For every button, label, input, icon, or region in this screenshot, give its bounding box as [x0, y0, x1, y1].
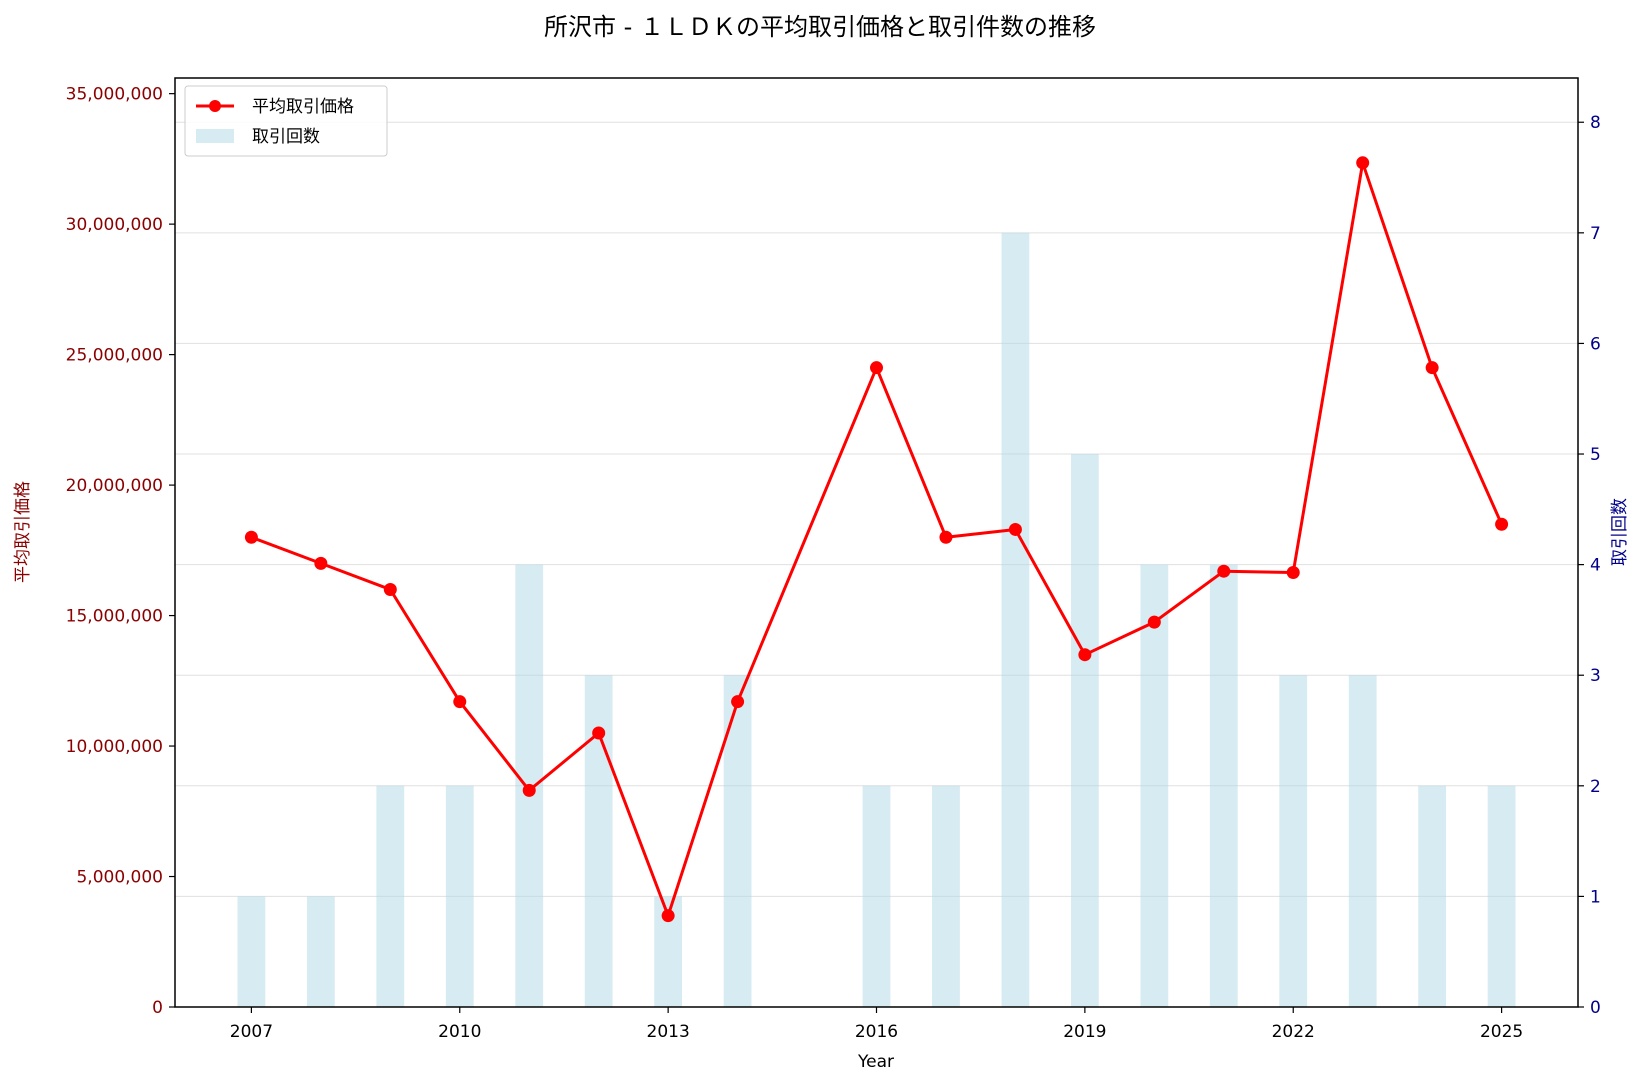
x-tick-label: 2016	[855, 1022, 898, 1042]
price-point-2023	[1356, 156, 1370, 170]
bar-count-2023	[1348, 675, 1377, 1007]
left-tick-label: 0	[152, 998, 163, 1018]
legend-entry-line: 平均取引価格	[252, 97, 354, 117]
left-tick-label: 10,000,000	[66, 737, 163, 757]
bar-count-2007	[237, 896, 266, 1007]
bar-count-2009	[376, 785, 405, 1007]
left-axis: 0 5,000,000 10,000,000 15,000,000 20,000,000…	[66, 85, 175, 1018]
price-point-2013	[661, 909, 675, 923]
right-tick-label: 4	[1590, 556, 1601, 576]
x-tick-label: 2010	[438, 1022, 481, 1042]
bar-count-2022	[1279, 675, 1308, 1007]
price-point-2021	[1217, 564, 1231, 578]
bar-layer	[237, 232, 1516, 1008]
left-tick-label: 25,000,000	[66, 346, 163, 366]
price-point-2022	[1286, 566, 1300, 580]
left-tick-label: 35,000,000	[66, 85, 163, 105]
price-point-2011	[522, 783, 536, 797]
right-tick-label: 0	[1590, 998, 1601, 1018]
right-tick-label: 6	[1590, 334, 1601, 354]
bar-count-2017	[932, 785, 960, 1007]
x-tick-label: 2025	[1480, 1022, 1523, 1042]
bar-count-2012	[584, 675, 613, 1007]
right-tick-label: 8	[1590, 113, 1601, 133]
right-tick-label: 7	[1590, 224, 1601, 244]
bar-count-2016	[862, 785, 891, 1007]
price-point-2020	[1147, 615, 1161, 629]
x-tick-label: 2007	[230, 1022, 273, 1042]
bar-count-2008	[306, 896, 335, 1007]
left-tick-label: 20,000,000	[66, 476, 163, 496]
legend-box	[184, 85, 388, 157]
bar-count-2014	[723, 675, 752, 1007]
line-layer	[244, 156, 1509, 923]
bar-count-2024	[1418, 785, 1447, 1007]
price-point-2024	[1425, 361, 1439, 375]
x-axis-label: Year	[857, 1052, 894, 1072]
left-tick-label: 15,000,000	[66, 607, 163, 627]
bar-count-2019	[1070, 454, 1099, 1007]
bar-count-2021	[1209, 564, 1238, 1007]
x-tick-label: 2019	[1063, 1022, 1106, 1042]
price-point-2008	[314, 556, 328, 570]
price-line	[250, 161, 1503, 918]
x-axis: 2007 2010 2013 2016 2019 2022 2025	[230, 1007, 1523, 1042]
price-point-2014	[731, 695, 745, 709]
left-tick-label: 5,000,000	[76, 868, 163, 888]
price-point-2007	[244, 530, 258, 544]
right-axis-label: 取引回数	[1610, 498, 1630, 566]
legend-line-marker	[209, 100, 221, 112]
left-axis-label: 平均取引価格	[13, 481, 33, 583]
right-tick-label: 1	[1590, 887, 1601, 907]
price-point-2019	[1078, 648, 1092, 662]
price-point-2018	[1008, 522, 1022, 536]
chart-title: 所沢市 - １ＬＤＫの平均取引価格と取引件数の推移	[544, 13, 1096, 41]
legend-bar-swatch	[196, 129, 234, 143]
price-point-2016	[870, 361, 883, 375]
left-tick-label: 30,000,000	[66, 215, 163, 235]
price-point-2009	[383, 582, 397, 596]
bar-count-2018	[1001, 232, 1030, 1008]
price-point-2017	[939, 530, 953, 544]
grid-layer	[175, 121, 1578, 1008]
right-tick-label: 5	[1590, 445, 1601, 465]
right-axis: 0 1 2 3 4 5 6 7 8	[1578, 113, 1601, 1018]
right-tick-label: 3	[1590, 666, 1601, 686]
right-tick-label: 2	[1590, 777, 1601, 797]
bar-count-2010	[445, 785, 474, 1007]
x-tick-label: 2022	[1272, 1022, 1315, 1042]
bar-count-2025	[1487, 785, 1516, 1007]
legend-entry-bar: 取引回数	[252, 127, 320, 147]
price-point-2010	[453, 695, 467, 709]
price-point-2012	[592, 726, 606, 740]
legend: 平均取引価格 取引回数	[184, 85, 388, 157]
bar-count-2020	[1140, 564, 1169, 1007]
x-tick-label: 2013	[647, 1022, 690, 1042]
price-point-2025	[1495, 517, 1509, 531]
